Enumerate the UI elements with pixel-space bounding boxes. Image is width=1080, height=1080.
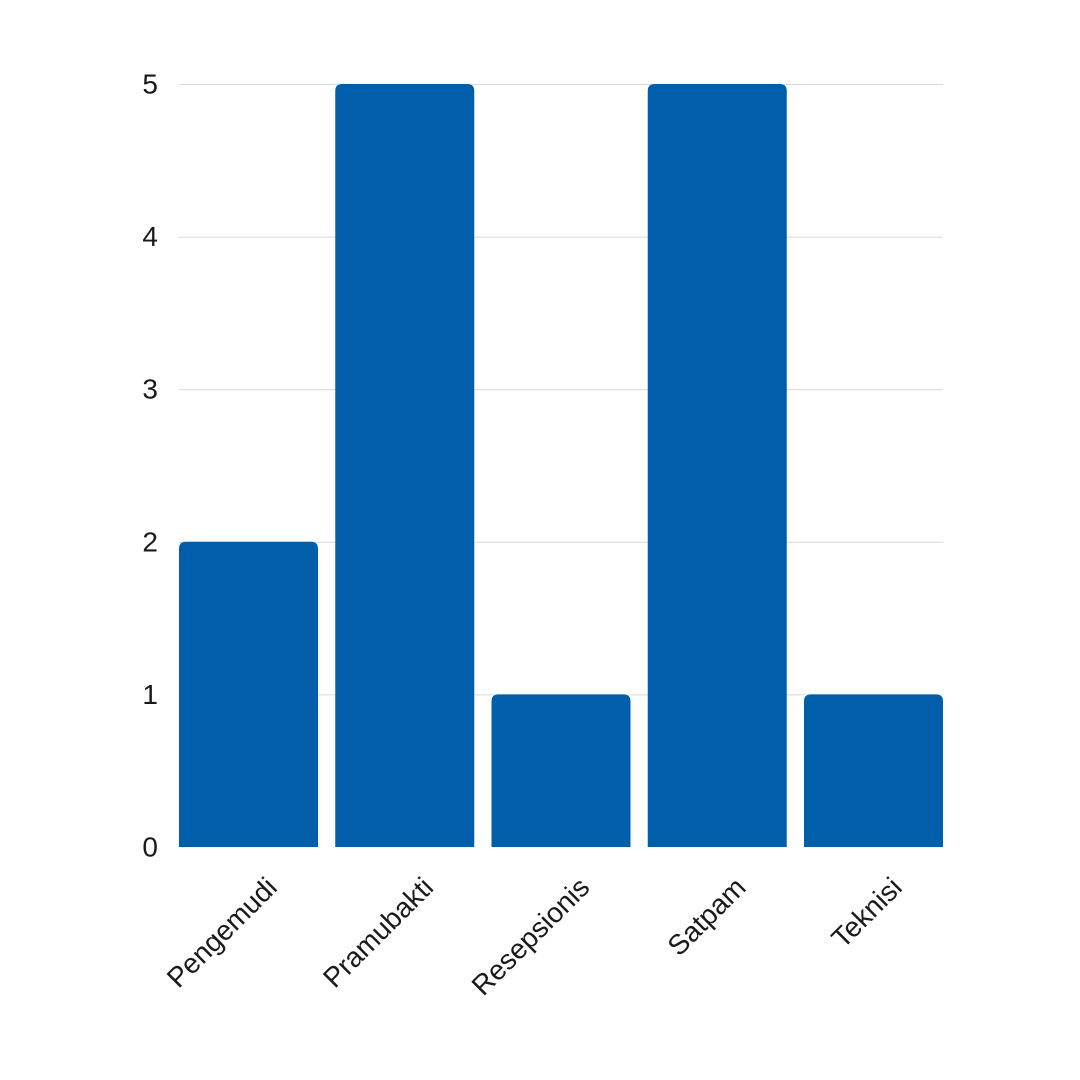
y-tick-label: 1 bbox=[142, 679, 158, 710]
x-category-label: Satpam bbox=[661, 871, 751, 961]
x-category-label: Teknisi bbox=[825, 871, 907, 953]
bar-resepsionis bbox=[491, 694, 631, 847]
x-category-label: Pengemudi bbox=[161, 871, 283, 993]
bar-pramubakti bbox=[335, 84, 475, 847]
x-category-label: Pramubakti bbox=[317, 871, 439, 993]
x-category-label: Resepsionis bbox=[466, 871, 596, 1001]
x-axis-category-labels: Pengemudi Pramubakti Resepsionis Satpam Tekn… bbox=[161, 871, 908, 1001]
y-tick-label: 4 bbox=[142, 221, 158, 252]
bars bbox=[179, 84, 943, 847]
bar-satpam bbox=[647, 84, 787, 847]
y-tick-label: 0 bbox=[142, 832, 158, 863]
y-tick-label: 3 bbox=[142, 374, 158, 405]
y-tick-label: 2 bbox=[142, 526, 158, 557]
y-tick-label: 5 bbox=[142, 69, 158, 100]
bar-teknisi bbox=[804, 694, 943, 847]
y-axis-ticks: 0 1 2 3 4 5 bbox=[142, 69, 158, 863]
bar-pengemudi bbox=[179, 541, 318, 847]
